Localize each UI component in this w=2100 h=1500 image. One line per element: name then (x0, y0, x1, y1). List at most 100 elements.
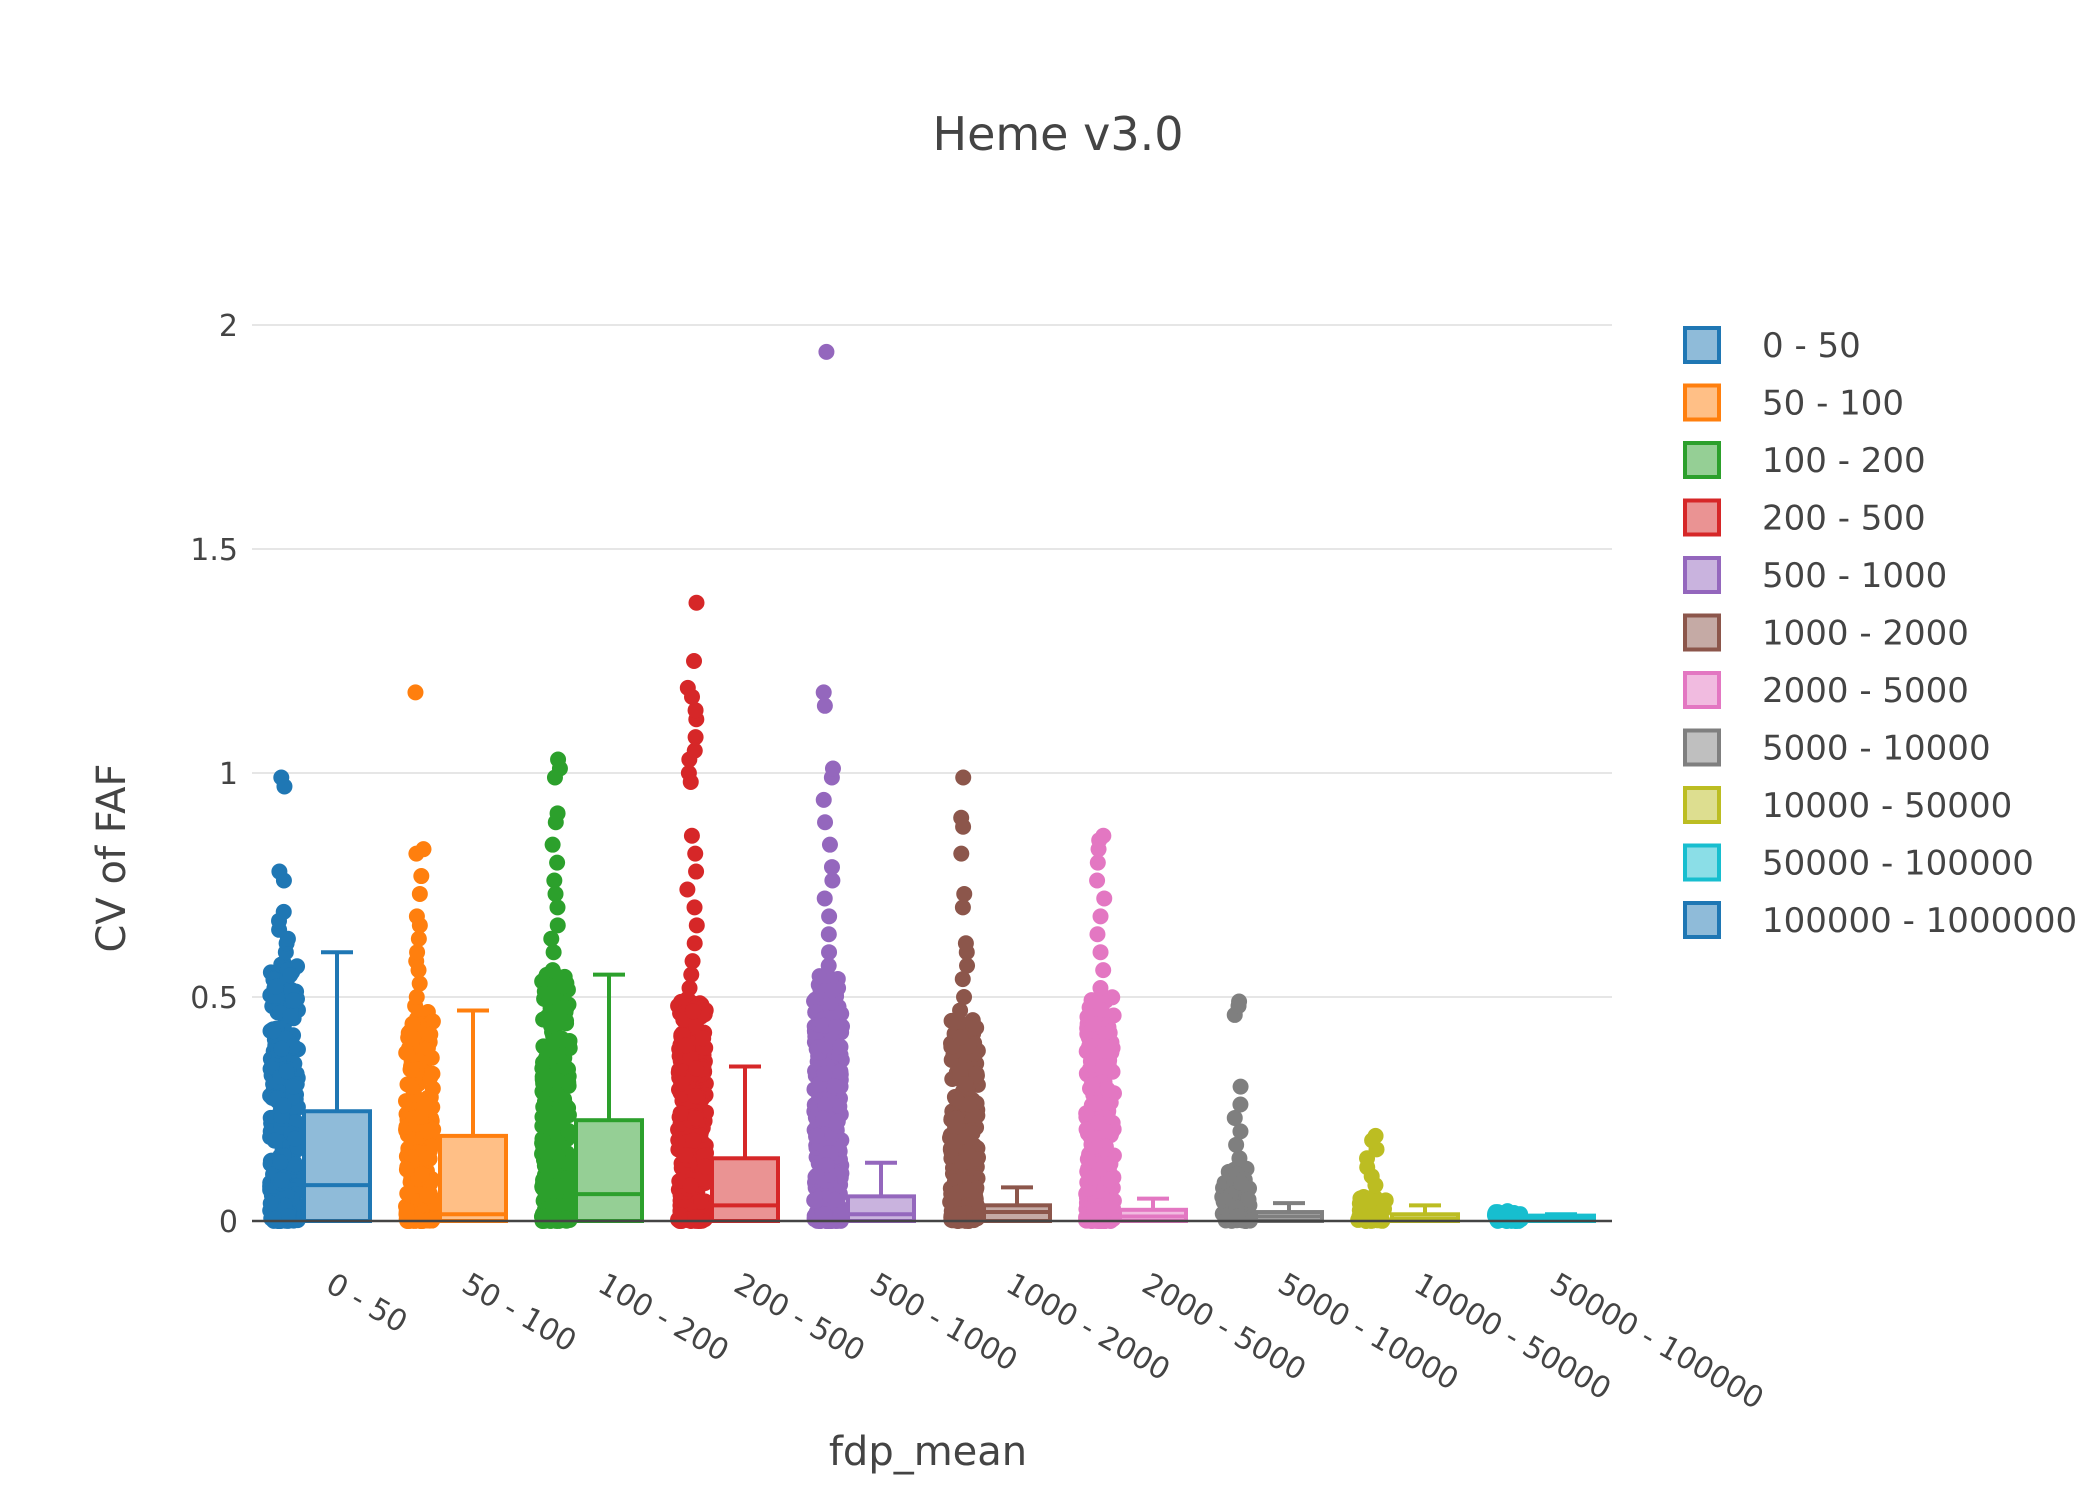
legend-label: 50 - 100 (1762, 384, 1904, 424)
data-points (534, 751, 578, 1229)
data-points (1486, 1203, 1529, 1229)
legend-item: 100 - 200 (1683, 441, 1926, 481)
legend-label: 10000 - 50000 (1762, 786, 2012, 826)
outlier-point (411, 975, 428, 992)
data-point (826, 1191, 843, 1208)
y-axis-title: CV of FAF (89, 764, 135, 953)
data-points (1214, 993, 1258, 1229)
outlier-point (686, 935, 703, 952)
data-points (942, 769, 986, 1229)
legend-swatch (1683, 613, 1721, 652)
outlier-point (687, 702, 704, 719)
outlier-point (1499, 1203, 1516, 1220)
outlier-point (544, 836, 561, 853)
x-tick-label: 500 - 1000 (864, 1267, 1023, 1379)
outlier-point (683, 966, 700, 983)
plot-area (262, 343, 1596, 1229)
outlier-point (415, 841, 432, 858)
series-200-500 (670, 594, 780, 1229)
outlier-point (1232, 1096, 1249, 1113)
outlier-point (411, 885, 428, 902)
data-point (1084, 1169, 1101, 1186)
data-point (547, 1071, 564, 1088)
data-point (1085, 1016, 1102, 1033)
data-point (682, 1177, 699, 1194)
legend-item: 1000 - 2000 (1683, 613, 1969, 654)
outlier-point (953, 809, 970, 826)
data-point (968, 1065, 985, 1082)
legend-item: 2000 - 5000 (1683, 671, 1969, 711)
legend-label: 50000 - 100000 (1762, 844, 2034, 884)
data-point (677, 1147, 694, 1164)
outlier-point (821, 908, 838, 925)
outlier-point (1095, 827, 1112, 844)
data-point (685, 1132, 702, 1149)
data-point (1229, 1208, 1246, 1225)
series-50000-100000 (1486, 1203, 1596, 1229)
legend-label: 200 - 500 (1762, 499, 1926, 539)
legend-swatch (1683, 843, 1721, 882)
outlier-point (818, 343, 835, 360)
data-point (1090, 1210, 1107, 1227)
outlier-point (815, 791, 832, 808)
legend-swatch (1683, 901, 1721, 939)
outlier-point (823, 859, 840, 876)
outlier-point (409, 944, 426, 961)
outlier-point (546, 872, 563, 889)
x-tick-label: 0 - 50 (320, 1267, 413, 1341)
outlier-point (1089, 926, 1106, 943)
outlier-point (275, 903, 292, 920)
data-point (816, 1206, 833, 1223)
data-point (951, 1206, 968, 1223)
data-points (262, 769, 306, 1229)
data-point (413, 1166, 430, 1183)
legend-swatch (1683, 326, 1721, 364)
outlier-point (955, 769, 972, 786)
outlier-point (1231, 993, 1248, 1010)
data-point (557, 1058, 574, 1075)
data-point (558, 1210, 575, 1227)
data-point (1362, 1192, 1379, 1209)
data-point (403, 1078, 420, 1095)
y-tick-label: 1.5 (190, 533, 238, 568)
data-point (285, 992, 302, 1009)
outlier-point (543, 930, 560, 947)
outlier-point (549, 854, 566, 871)
outlier-point (1367, 1127, 1384, 1144)
data-point (1105, 1007, 1122, 1024)
data-point (422, 1026, 439, 1043)
data-point (960, 1096, 977, 1113)
data-point (424, 1065, 441, 1082)
outlier-point (1092, 944, 1109, 961)
legend-item: 500 - 1000 (1683, 556, 1947, 596)
data-point (685, 1003, 702, 1020)
outlier-point (688, 863, 705, 880)
data-point (968, 1019, 985, 1036)
data-point (829, 1113, 846, 1130)
outlier-point (820, 957, 837, 974)
outlier-point (686, 742, 703, 759)
box (1118, 1196, 1188, 1224)
x-axis-title: fdp_mean (829, 1429, 1027, 1475)
outlier-point (1092, 980, 1109, 997)
data-point (273, 1040, 290, 1057)
outlier-point (824, 872, 841, 889)
legend-swatch (1683, 786, 1721, 824)
outlier-point (954, 899, 971, 916)
outlier-point (1092, 908, 1109, 925)
data-point (265, 1210, 282, 1227)
outlier-point (1089, 872, 1106, 889)
data-point (819, 1145, 836, 1162)
data-point (540, 1158, 557, 1175)
data-point (831, 1063, 848, 1080)
data-point (1093, 1001, 1110, 1018)
data-point (824, 982, 841, 999)
outlier-point (680, 765, 697, 781)
data-point (1240, 1191, 1257, 1208)
data-points (1078, 827, 1122, 1229)
data-point (412, 1108, 429, 1125)
outlier-point (820, 926, 837, 943)
legend-label: 2000 - 5000 (1762, 671, 1969, 711)
